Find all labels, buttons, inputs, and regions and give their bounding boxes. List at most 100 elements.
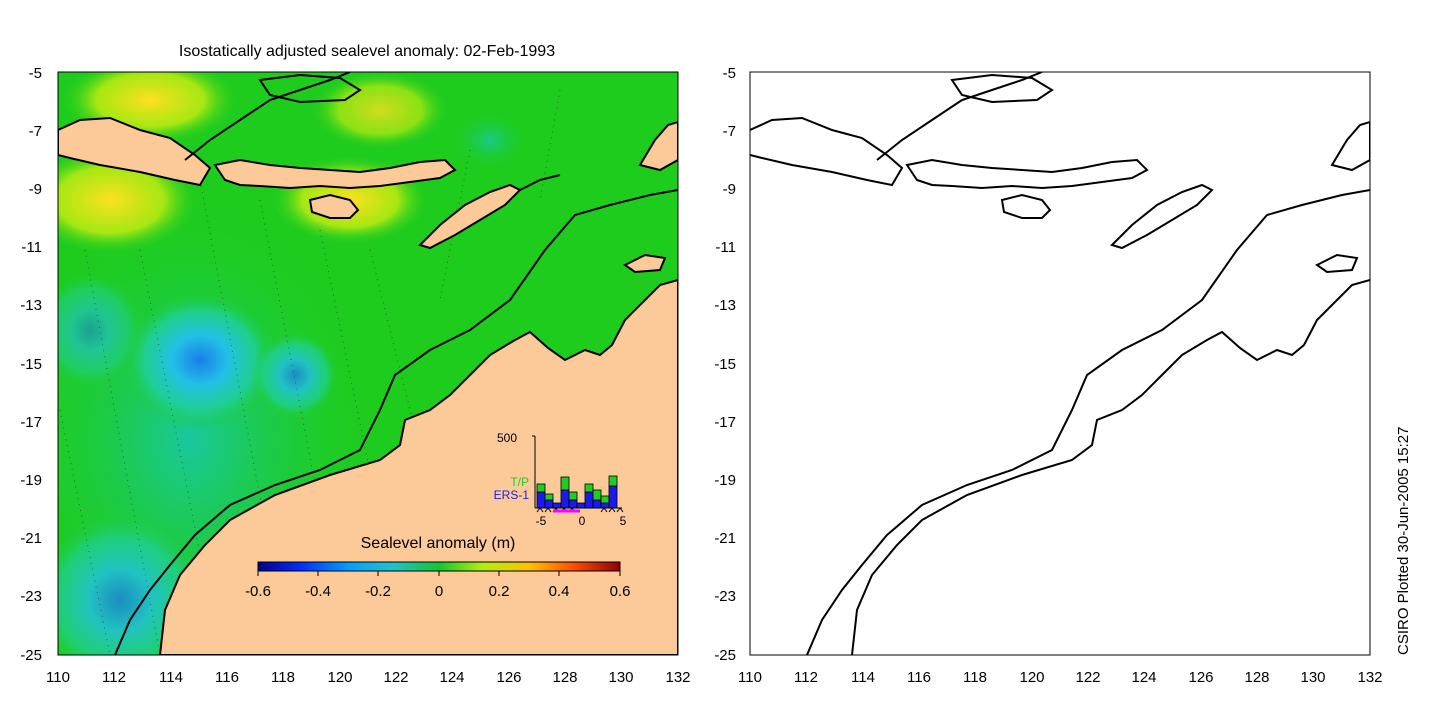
inset-bars (536, 475, 618, 509)
lon-tick-label: 132 (665, 669, 690, 686)
inset-x-tick: -5 (536, 514, 547, 528)
inset-x-tick: 0 (579, 514, 586, 528)
inset-tp-bar (600, 495, 610, 504)
lon-tick-label: 116 (907, 669, 931, 686)
lon-tick-label: 122 (1075, 669, 1100, 686)
lon-tick-label: 114 (851, 669, 875, 686)
lat-tick-label: -9 (29, 181, 42, 198)
inset-ers-bar (576, 502, 586, 509)
inset-tp-legend: T/P (510, 475, 529, 489)
inset-ers-bar (600, 502, 610, 509)
anomaly-field (58, 270, 145, 390)
anomaly-field (310, 72, 450, 150)
lat-tick-label: -11 (715, 239, 736, 256)
colorbar-tick-label: -0.2 (365, 583, 391, 600)
lon-tick-label: 132 (1357, 669, 1382, 686)
anomaly-map-panel (58, 72, 678, 655)
lat-tick-label: -15 (20, 356, 42, 373)
inset-ers-bar (560, 489, 570, 509)
lon-tick-label: 118 (963, 669, 987, 686)
anomaly-field (450, 110, 530, 170)
lat-tick-label: -17 (714, 414, 736, 431)
colorbar: Sealevel anomaly (m) -0.6 -0.4 -0.2 0 0.… (245, 535, 630, 600)
right-lat-axis: -5 -7 -9 -11 -13 -15 -17 -19 -21 -23 -25 (714, 65, 736, 664)
inset-ers-bar (592, 499, 602, 509)
inset-tp-bar (608, 475, 618, 487)
lon-tick-label: 126 (496, 669, 521, 686)
right-panel-frame (749, 71, 1371, 656)
lon-tick-label: 120 (327, 669, 352, 686)
colorbar-tick-label: -0.4 (305, 583, 331, 600)
eastern-islands (638, 120, 678, 172)
inset-tp-bar (544, 493, 554, 501)
lat-tick-label: -23 (714, 588, 736, 605)
lon-tick-label: 128 (1244, 669, 1269, 686)
land-masses (58, 116, 678, 655)
lat-tick-label: -17 (20, 414, 42, 431)
lat-tick-label: -15 (714, 356, 736, 373)
lon-tick-label: 110 (46, 669, 70, 686)
colorbar-tick-label: 0.4 (549, 583, 570, 600)
lat-tick-label: -13 (714, 297, 736, 314)
lon-tick-label: 118 (271, 669, 295, 686)
australia-landmass (158, 278, 678, 655)
lon-tick-label: 112 (794, 669, 818, 686)
inset-tp-bar (584, 483, 594, 493)
eastern-islands (623, 253, 667, 274)
inset-tp-bar (592, 489, 602, 501)
contour-lines (114, 72, 678, 655)
lat-tick-label: -21 (20, 530, 42, 547)
inset-marker-row (536, 507, 624, 513)
lon-tick-label: 126 (1188, 669, 1213, 686)
inset-tp-bar (560, 476, 570, 491)
java-island (58, 116, 212, 187)
anomaly-field (120, 290, 280, 430)
lon-tick-label: 116 (215, 669, 239, 686)
lat-tick-label: -11 (21, 239, 42, 256)
inset-ers-bar (544, 499, 554, 509)
inset-ymax-label: 500 (497, 431, 517, 445)
lesser-sunda-islands (213, 158, 457, 190)
lon-tick-label: 130 (608, 669, 633, 686)
lon-tick-label: 114 (159, 669, 183, 686)
lon-tick-label: 112 (102, 669, 126, 686)
map-title: Isostatically adjusted sealevel anomaly:… (179, 43, 555, 60)
contour-map-panel (750, 72, 1370, 655)
lon-tick-label: 110 (738, 669, 762, 686)
lat-tick-label: -7 (29, 123, 42, 140)
lat-tick-label: -25 (714, 647, 736, 664)
colorbar-gradient (257, 561, 621, 572)
lon-tick-label: 120 (1019, 669, 1044, 686)
observation-count-inset: 500 T/P ERS-1 -5 0 5 (494, 431, 627, 528)
lon-tick-label: 124 (1131, 669, 1156, 686)
lon-tick-label: 122 (383, 669, 408, 686)
lat-tick-label: -5 (723, 65, 736, 82)
contour-lines (750, 72, 1370, 655)
colorbar-label: Sealevel anomaly (m) (361, 535, 516, 552)
plot-credit: CSIRO Plotted 30-Jun-2005 15:27 (1395, 427, 1412, 655)
lon-tick-label: 128 (552, 669, 577, 686)
lat-tick-label: -5 (29, 65, 42, 82)
inset-x-tick: 5 (620, 514, 627, 528)
left-lon-axis: 110 112 114 116 118 120 122 124 126 128 … (46, 669, 690, 686)
sumba-island (308, 193, 360, 219)
inset-tp-bar (568, 491, 578, 501)
lat-tick-label: -19 (714, 472, 736, 489)
inset-ers-legend: ERS-1 (494, 488, 530, 502)
inset-ers-bar (536, 491, 546, 509)
colorbar-ticks (257, 571, 621, 576)
colorbar-tick-label: 0.2 (489, 583, 510, 600)
lat-tick-label: -7 (723, 123, 736, 140)
lat-tick-label: -13 (20, 297, 42, 314)
inset-tp-bar (536, 483, 546, 493)
lat-tick-label: -25 (20, 647, 42, 664)
lat-tick-label: -19 (20, 472, 42, 489)
right-lon-axis: 110 112 114 116 118 120 122 124 126 128 … (738, 669, 1382, 686)
lon-tick-label: 130 (1300, 669, 1325, 686)
anomaly-field (250, 330, 340, 420)
lat-tick-label: -23 (20, 588, 42, 605)
colorbar-tick-label: 0.6 (610, 583, 631, 600)
inset-ers-bar (608, 485, 618, 509)
lat-tick-label: -21 (714, 530, 736, 547)
